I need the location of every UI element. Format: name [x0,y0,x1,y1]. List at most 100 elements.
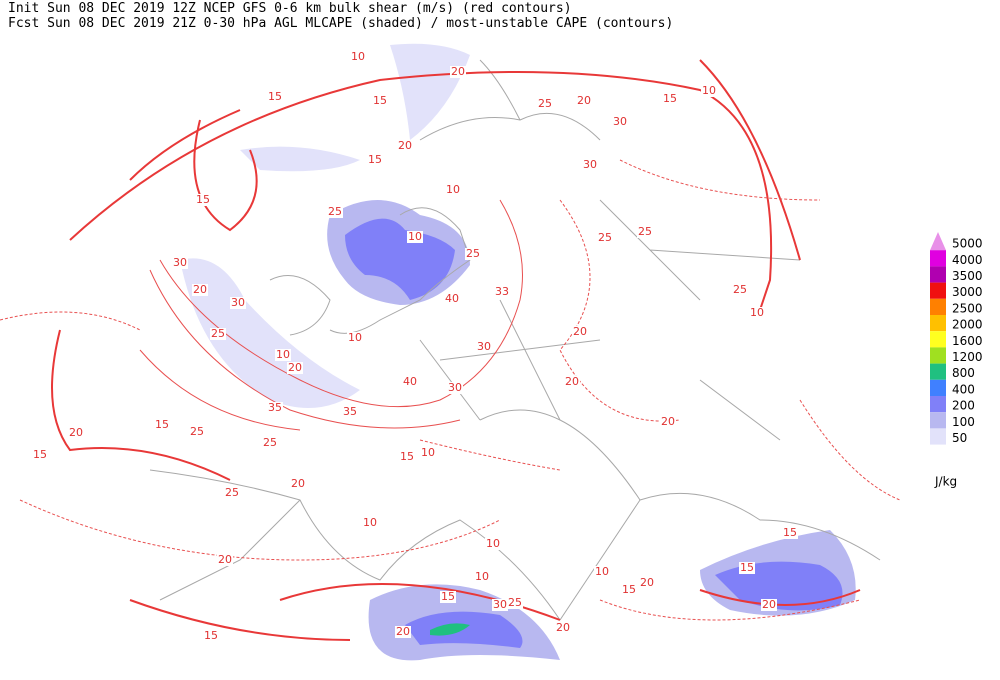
contour-label: 20 [556,621,570,634]
contour-label: 10 [363,516,377,529]
contour-label: 33 [495,285,509,298]
legend-swatch [930,282,946,299]
label-bg [217,554,233,566]
label-bg [576,95,592,107]
contour-label: 20 [218,553,232,566]
contour-label: 25 [538,97,552,110]
legend-label: 200 [952,399,975,413]
contour-label: 15 [783,526,797,539]
contour-label: 15 [155,418,169,431]
border [159,199,801,601]
contour-label: 20 [573,325,587,338]
legend-label: 2500 [952,301,983,315]
label-bg [350,51,366,63]
contour-label: 20 [640,576,654,589]
label-bg [172,257,188,269]
contour-label: 20 [288,361,302,374]
label-bg [395,626,411,638]
shear-contour [139,269,461,431]
label-bg [662,93,678,105]
label-bg [492,599,508,611]
label-bg [637,226,653,238]
label-bg [327,206,343,218]
label-bg [450,66,466,78]
contour-label: 20 [398,139,412,152]
contour-label: 15 [400,450,414,463]
contour-label: 30 [477,340,491,353]
label-bg [476,341,492,353]
label-bg [154,419,170,431]
legend-label: 400 [952,382,975,396]
label-bg [594,566,610,578]
label-bg [445,184,461,196]
contour-label: 30 [493,598,507,611]
label-bg [732,284,748,296]
label-bg [621,584,637,596]
contour-label: 10 [702,84,716,97]
legend-label: 3000 [952,285,983,299]
label-bg [347,332,363,344]
map-domain [0,32,910,677]
contour-label: 15 [622,583,636,596]
label-bg [494,286,510,298]
legend-label: 2000 [952,318,983,332]
label-bg [612,116,628,128]
shear-contour [69,71,773,311]
cape-shade [240,146,360,172]
contour-label: 40 [403,375,417,388]
contour-label: 35 [343,405,357,418]
shear-contour [129,109,258,232]
contour-label: 40 [445,292,459,305]
contour-label: 10 [446,183,460,196]
cape-shade [180,258,360,408]
label-bg [372,95,388,107]
legend-label: 4000 [952,253,983,267]
legend-swatch [930,331,946,348]
contour-label: 15 [196,193,210,206]
contour-label: 20 [661,415,675,428]
legend-swatch [930,347,946,364]
contour-label: 15 [663,92,677,105]
contour-label: 15 [204,629,218,642]
contour-label: 10 [276,348,290,361]
legend-unit: J/kg [934,475,957,489]
label-bg [447,382,463,394]
legend-label: 800 [952,366,975,380]
label-bg [68,427,84,439]
coastline [149,59,881,621]
legend-swatch [930,428,946,445]
contour-label: 20 [762,598,776,611]
contour-label: 15 [441,590,455,603]
label-bg [582,159,598,171]
label-bg [224,487,240,499]
legend-swatch [930,232,946,251]
legend-swatch [930,379,946,396]
contour-label: 15 [368,153,382,166]
contour-label: 10 [408,230,422,243]
contour-label: 25 [733,283,747,296]
contour-label: 10 [486,537,500,550]
shear-contour [159,199,523,408]
header-line: Init Sun 08 DEC 2019 12Z NCEP GFS 0-6 km… [8,1,572,16]
contour-label: 30 [583,158,597,171]
label-bg [782,527,798,539]
label-bg [267,91,283,103]
legend-label: 3500 [952,269,983,283]
label-bg [290,478,306,490]
label-bg [367,154,383,166]
contour-label: 15 [268,90,282,103]
contour-label: 10 [348,331,362,344]
label-bg [397,140,413,152]
label-bg [407,231,423,243]
label-bg [597,232,613,244]
contour-label: 25 [508,596,522,609]
legend-swatch [930,266,946,283]
legend-swatch [930,315,946,332]
cape-shade [430,623,470,636]
label-bg [572,326,588,338]
contour-label: 30 [448,381,462,394]
label-bg [362,517,378,529]
label-bg [342,406,358,418]
